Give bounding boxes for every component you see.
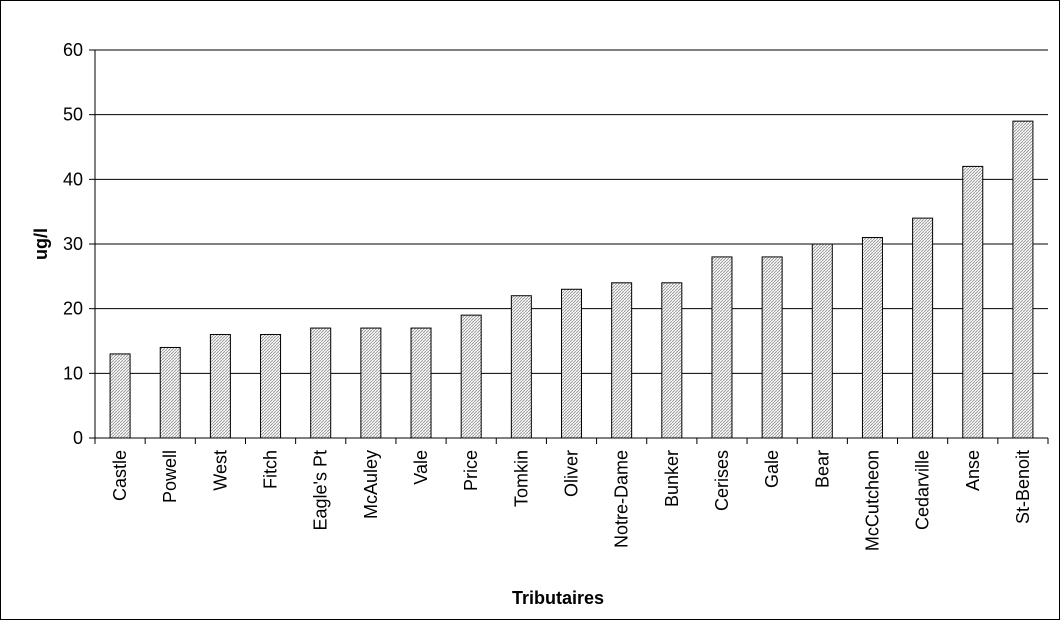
x-tick-label: McCutcheon [862,450,882,551]
x-tick-label: Bear [812,450,832,488]
y-tick-label: 30 [63,234,83,254]
bar [611,282,633,439]
bar [109,353,131,439]
x-tick-label: Oliver [562,450,582,497]
x-tick-label: Cedarville [913,450,933,530]
y-tick-label: 20 [63,299,83,319]
gridlines [95,49,1048,374]
x-tick-label: Anse [963,450,983,491]
y-axis-title: ug/l [31,228,51,260]
bar [510,295,532,439]
x-tick-label: Price [461,450,481,491]
bar [861,237,883,439]
bar [410,327,432,439]
x-tick-label: Fitch [261,450,281,489]
x-tick-label: Cerises [712,450,732,511]
bar [1012,120,1034,439]
bar [159,346,181,439]
y-tick-labels: 0 10 20 30 40 50 60 [63,40,83,448]
bar [962,165,984,439]
x-tick-label: Gale [762,450,782,488]
bar [912,217,934,439]
bar [460,314,482,439]
bars [109,120,1034,439]
x-tick-label: Notre-Dame [612,450,632,548]
bar [661,282,683,439]
bar [811,243,833,439]
bar [260,334,282,439]
x-tick-label: Tomkin [511,450,531,507]
y-tick-label: 60 [63,40,83,60]
y-tick-label: 10 [63,363,83,383]
y-tick-label: 40 [63,169,83,189]
bar [310,327,332,439]
bar [711,256,733,439]
x-tick-label: Castle [110,450,130,501]
x-tick-label: McAuley [361,450,381,519]
bar [761,256,783,439]
y-tick-label: 0 [73,428,83,448]
bar [209,334,231,439]
x-tick-label: West [210,450,230,491]
x-tick-label: Eagle's Pt [311,450,331,530]
bar [360,327,382,439]
x-axis-title: Tributaires [512,588,604,608]
x-tick-label: Vale [411,450,431,485]
x-tick-label: Powell [160,450,180,503]
bar [561,288,582,439]
x-tick-label: St-Benoit [1013,450,1033,524]
x-tick-labels: Castle Powell West Fitch Eagle's Pt McAuley Va… [110,450,1033,551]
y-tick-label: 50 [63,105,83,125]
x-tick-label: Bunker [662,450,682,507]
